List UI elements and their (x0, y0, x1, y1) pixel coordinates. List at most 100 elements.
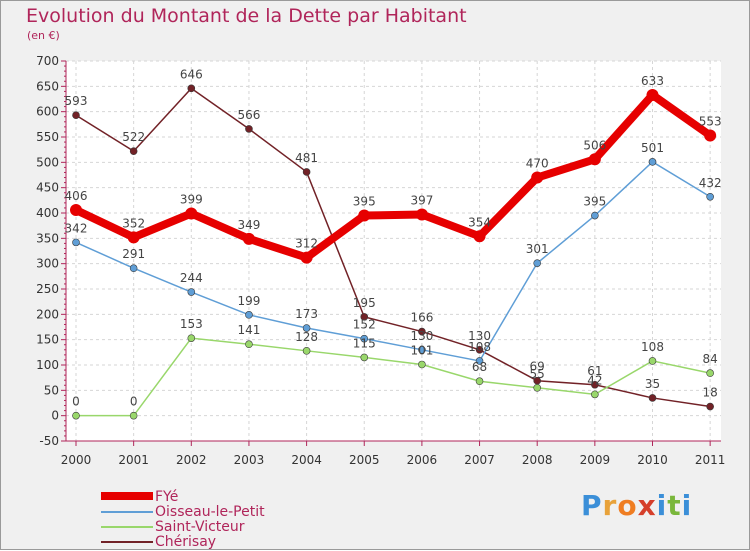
brand-letter: i (656, 489, 668, 522)
data-point (648, 357, 657, 365)
data-point (418, 360, 426, 369)
data-label: 115 (353, 336, 376, 350)
y-tick-label: 450 (36, 181, 59, 195)
data-point (475, 357, 484, 365)
data-label: 244 (180, 271, 203, 285)
data-label: 395 (583, 195, 606, 209)
data-label: 68 (472, 360, 487, 374)
data-label: 501 (641, 141, 664, 155)
data-point (302, 347, 311, 355)
data-point (129, 411, 138, 420)
data-label: 35 (645, 377, 660, 391)
data-point (129, 264, 138, 273)
brand-letter: P (581, 489, 603, 522)
x-tick-label: 2004 (291, 453, 322, 467)
data-label: 432 (699, 176, 722, 190)
y-axis: -50 0 50 100 150 200 250 300 350 400 450 500 550 600 6… (36, 54, 67, 448)
data-point (591, 390, 599, 399)
data-label: 0 (72, 395, 80, 409)
data-label: 406 (65, 189, 88, 203)
brand-letter: i (681, 489, 693, 522)
data-point (358, 209, 371, 222)
legend-swatch (101, 541, 153, 543)
y-tick-label: 500 (36, 155, 59, 169)
data-label: 128 (295, 330, 318, 344)
legend-swatch (101, 492, 153, 500)
data-label: 141 (237, 323, 260, 337)
data-label: 130 (410, 329, 433, 343)
data-point (245, 340, 253, 349)
data-label: 108 (468, 340, 491, 354)
y-tick-label: 200 (36, 307, 59, 321)
data-point (302, 324, 311, 332)
data-label: 130 (468, 329, 491, 343)
data-point (72, 111, 80, 120)
data-label: 18 (703, 386, 718, 400)
data-point (591, 211, 599, 220)
data-point (72, 238, 80, 247)
data-label: 173 (295, 307, 318, 321)
data-label: 633 (641, 74, 664, 88)
legend-swatch (101, 526, 153, 528)
data-point (648, 394, 657, 402)
data-label: 55 (530, 367, 545, 381)
data-label: 195 (353, 296, 376, 310)
data-point (473, 230, 486, 243)
data-point (302, 168, 311, 176)
data-point (533, 259, 542, 267)
data-label: 395 (353, 195, 376, 209)
data-label: 291 (122, 247, 145, 261)
data-label: 522 (122, 130, 145, 144)
brand-letter: t (667, 489, 682, 522)
y-tick-label: 100 (36, 358, 59, 372)
data-point (706, 402, 714, 411)
data-point (245, 125, 253, 133)
data-point (187, 84, 196, 93)
data-point (127, 231, 140, 244)
data-point (646, 88, 659, 101)
brand-logo: Proxiti (581, 489, 692, 522)
data-point (72, 411, 80, 420)
data-label: 553 (699, 114, 722, 128)
x-tick-label: 2010 (637, 453, 668, 467)
x-tick-label: 2006 (407, 453, 438, 467)
x-tick-label: 2011 (695, 453, 726, 467)
y-tick-label: 50 (44, 383, 59, 397)
data-label: 593 (65, 94, 88, 108)
data-point (242, 232, 255, 245)
legend-label: Saint-Victeur (155, 519, 245, 535)
x-axis: 2000 2001 2002 2003 2004 2005 2006 2007 2008 2009… (61, 440, 726, 467)
data-label: 566 (237, 108, 260, 122)
legend-swatch (101, 511, 153, 513)
x-tick-label: 2005 (349, 453, 380, 467)
chart-unit-label: (en €) (27, 29, 60, 42)
y-tick-label: 600 (36, 105, 59, 119)
data-label: 470 (526, 157, 549, 171)
data-label: 354 (468, 215, 491, 229)
x-tick-label: 2002 (176, 453, 207, 467)
data-label: 61 (587, 364, 602, 378)
data-point (187, 288, 196, 296)
legend-label: Oisseau-le-Petit (155, 504, 265, 520)
legend-label: FYé (155, 489, 179, 505)
chart-title: Evolution du Montant de la Dette par Hab… (26, 5, 467, 27)
y-tick-label: 400 (36, 206, 59, 220)
data-label: 101 (410, 343, 433, 357)
data-point (415, 208, 428, 221)
data-label: 312 (295, 237, 318, 251)
data-label: 69 (530, 360, 545, 374)
x-tick-label: 2001 (118, 453, 149, 467)
series-line (72, 90, 715, 262)
data-point (531, 171, 544, 184)
y-tick-label: -50 (39, 434, 59, 448)
data-point (129, 147, 138, 155)
data-point (418, 345, 426, 354)
y-tick-label: 550 (36, 130, 59, 144)
data-point (185, 207, 198, 220)
y-tick-label: 350 (36, 231, 59, 245)
data-point (648, 158, 657, 166)
data-point (187, 334, 196, 342)
x-tick-label: 2000 (61, 453, 92, 467)
